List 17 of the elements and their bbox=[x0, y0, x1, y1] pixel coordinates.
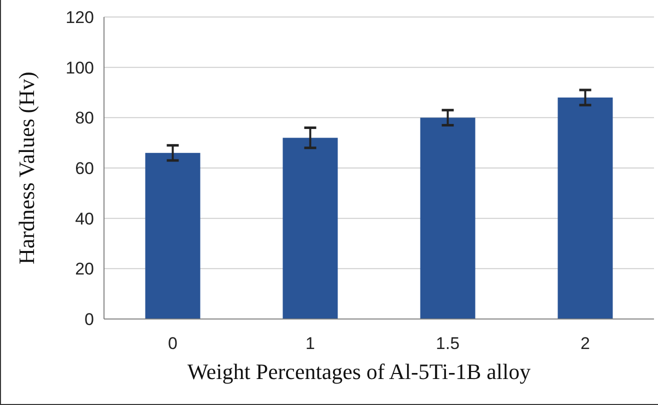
x-axis-title: Weight Percentages of Al-5Ti-1B alloy bbox=[187, 359, 531, 384]
x-tick-label: 1.5 bbox=[436, 334, 460, 353]
x-tick-label: 2 bbox=[580, 334, 590, 353]
x-tick-label: 0 bbox=[168, 334, 178, 353]
y-tick-label: 20 bbox=[75, 260, 94, 279]
y-tick-label: 120 bbox=[66, 8, 94, 27]
bar bbox=[145, 152, 200, 319]
y-tick-label: 40 bbox=[75, 209, 94, 228]
y-tick-label: 100 bbox=[66, 58, 94, 78]
y-tick-label: 60 bbox=[75, 158, 94, 178]
bar bbox=[558, 98, 613, 319]
y-tick-label: 0 bbox=[84, 310, 94, 329]
y-tick-label: 80 bbox=[75, 108, 94, 128]
bar bbox=[420, 118, 476, 319]
x-tick-label: 1 bbox=[306, 334, 315, 353]
bar bbox=[282, 138, 338, 319]
y-axis-title: Hardness Values (Hv) bbox=[14, 72, 39, 264]
